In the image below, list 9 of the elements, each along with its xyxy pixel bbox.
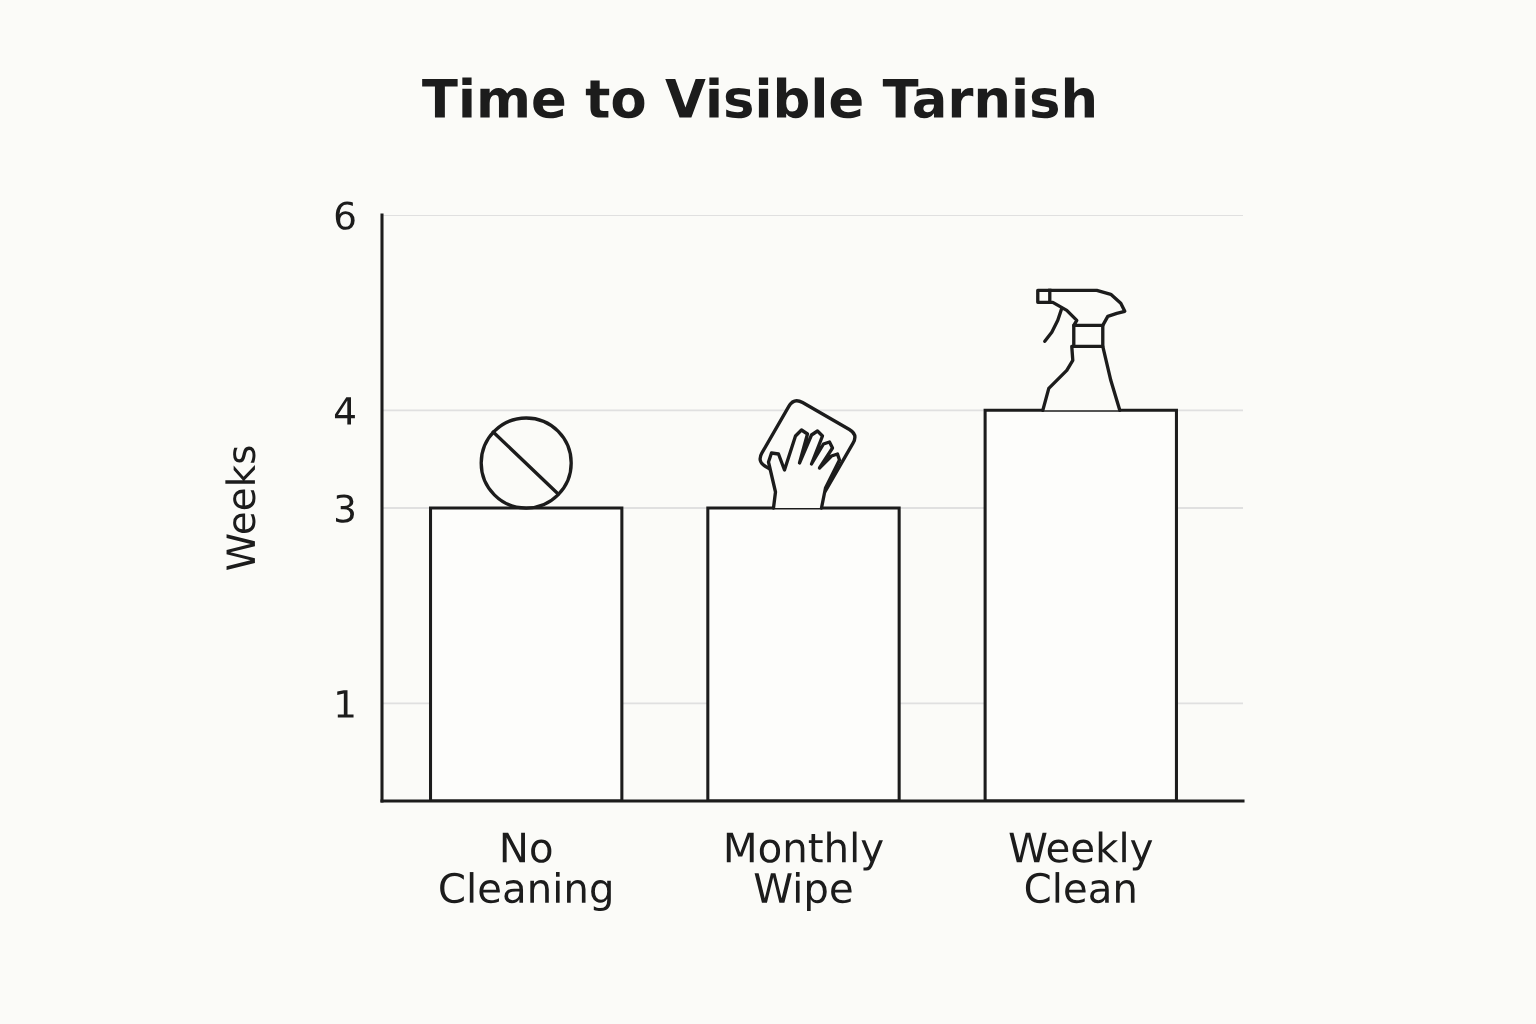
x-tick-label: Monthly Wipe xyxy=(726,831,883,912)
y-tick-label: 6 xyxy=(335,201,355,230)
x-tick-label: No Cleaning xyxy=(440,832,611,912)
y-tick-label: 1 xyxy=(337,690,354,718)
chart-title: Time to Visible Tarnish xyxy=(422,77,1094,119)
y-tick-label: 4 xyxy=(334,397,355,425)
y-axis-title: Weeks xyxy=(225,446,256,571)
x-tick-label: Weekly Clean xyxy=(1009,831,1153,904)
y-tick-label: 3 xyxy=(336,494,354,523)
